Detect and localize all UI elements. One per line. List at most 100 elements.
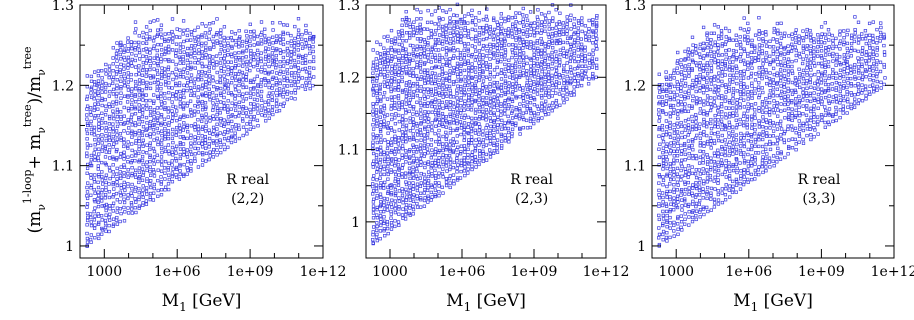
scatter-point — [672, 154, 676, 158]
scatter-point — [226, 104, 230, 108]
scatter-point — [728, 140, 732, 144]
scatter-point — [698, 122, 702, 126]
scatter-point — [86, 215, 90, 219]
scatter-point — [145, 121, 149, 125]
scatter-point — [661, 195, 665, 200]
scatter-point — [771, 120, 775, 125]
scatter-point — [591, 61, 595, 66]
scatter-point — [382, 91, 387, 95]
scatter-point — [396, 82, 401, 87]
scatter-point — [668, 182, 672, 186]
scatter-point — [698, 144, 702, 148]
scatter-point — [274, 102, 279, 106]
scatter-point — [178, 141, 182, 145]
scatter-point — [503, 139, 508, 143]
scatter-point — [735, 98, 739, 102]
scatter-point — [591, 41, 595, 45]
scatter-point — [470, 8, 474, 13]
scatter-point — [528, 116, 533, 121]
scatter-point — [160, 76, 164, 81]
scatter-point — [745, 41, 750, 46]
data-point — [375, 147, 380, 152]
scatter-point — [734, 138, 738, 142]
scatter-point — [211, 141, 216, 145]
scatter-point — [226, 127, 230, 132]
scatter-point — [510, 111, 514, 115]
scatter-point — [160, 159, 164, 163]
scatter-point — [241, 111, 245, 115]
scatter-point — [107, 94, 111, 98]
scatter-point — [764, 134, 769, 138]
scatter-point — [230, 93, 234, 97]
scatter-point — [518, 21, 522, 25]
scatter-point — [698, 215, 702, 219]
scatter-point — [263, 62, 267, 67]
scatter-point — [193, 104, 197, 108]
scatter-point — [379, 97, 383, 102]
scatter-point — [263, 27, 267, 31]
scatter-point — [144, 115, 149, 120]
scatter-point — [525, 83, 529, 88]
scatter-point — [189, 93, 193, 97]
scatter-point — [308, 59, 312, 64]
scatter-point — [122, 144, 126, 149]
scatter-point — [270, 70, 275, 74]
scatter-point — [103, 144, 108, 149]
scatter-point — [463, 165, 467, 169]
scatter-point — [372, 159, 376, 163]
scatter-point — [100, 80, 105, 84]
scatter-point — [163, 52, 167, 56]
scatter-point — [727, 48, 731, 52]
scatter-point — [166, 132, 171, 137]
scatter-point — [126, 160, 130, 164]
scatter-point — [594, 29, 598, 33]
scatter-point — [167, 96, 171, 101]
scatter-point — [252, 107, 256, 112]
scatter-point — [178, 97, 182, 101]
scatter-point — [437, 65, 441, 69]
scatter-point — [397, 196, 401, 200]
scatter-point — [196, 25, 200, 29]
scatter-point — [241, 74, 245, 78]
scatter-point — [122, 171, 126, 175]
scatter-point — [728, 78, 732, 82]
scatter-point — [491, 151, 496, 155]
scatter-point — [466, 29, 470, 33]
scatter-point — [492, 111, 496, 115]
scatter-point — [286, 41, 290, 45]
scatter-point — [657, 147, 661, 151]
scatter-point — [193, 146, 197, 151]
scatter-point — [492, 149, 496, 153]
scatter-point — [433, 86, 438, 91]
scatter-point — [401, 197, 405, 201]
scatter-point — [119, 194, 123, 198]
scatter-point — [525, 126, 530, 130]
scatter-point — [488, 155, 493, 159]
scatter-point — [749, 161, 753, 165]
scatter-point — [411, 33, 416, 38]
scatter-point — [197, 70, 201, 74]
scatter-point — [455, 61, 460, 66]
scatter-point — [214, 54, 219, 58]
scatter-point — [189, 30, 194, 34]
scatter-point — [186, 63, 190, 67]
scatter-point — [140, 114, 145, 119]
scatter-point — [397, 107, 401, 112]
scatter-point — [200, 35, 204, 39]
scatter-point — [126, 84, 130, 89]
scatter-point — [389, 107, 393, 111]
scatter-point — [514, 113, 519, 117]
scatter-point — [382, 167, 386, 171]
scatter-point — [749, 133, 753, 137]
scatter-point — [481, 47, 485, 51]
scatter-point — [701, 91, 706, 95]
scatter-point — [167, 32, 171, 36]
scatter-point — [466, 122, 471, 126]
scatter-point — [572, 44, 576, 48]
scatter-point — [382, 57, 386, 61]
scatter-point — [196, 165, 201, 169]
scatter-point — [510, 97, 514, 102]
scatter-point — [522, 43, 526, 47]
scatter-point — [178, 89, 182, 94]
scatter-point — [207, 81, 212, 86]
